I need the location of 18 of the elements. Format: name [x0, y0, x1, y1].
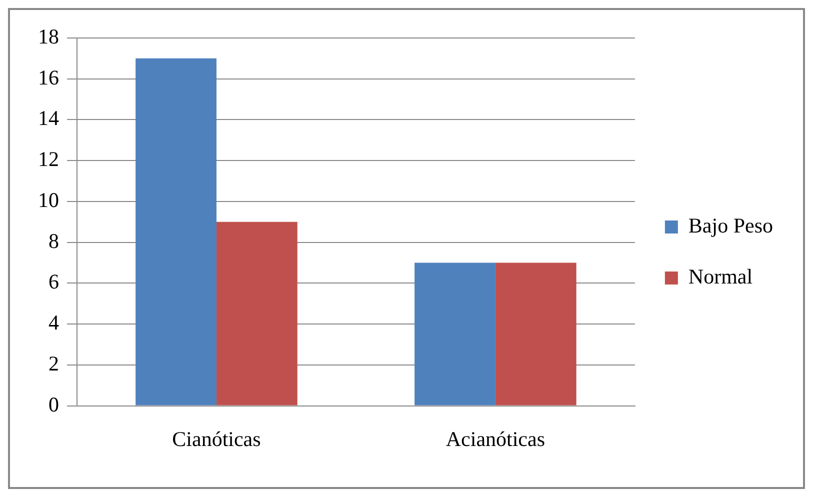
- bar: [495, 262, 576, 406]
- y-tick-label: 10: [38, 188, 59, 212]
- y-tick-label: 14: [38, 106, 60, 130]
- x-tick-label: Cianóticas: [172, 426, 261, 451]
- x-tick-label: Acianóticas: [446, 426, 545, 451]
- bar: [136, 58, 216, 406]
- y-tick-label: 0: [48, 392, 59, 416]
- legend-label: Normal: [688, 264, 753, 289]
- bar: [414, 262, 496, 406]
- y-tick-label: 8: [48, 228, 59, 253]
- y-tick-label: 12: [38, 147, 59, 172]
- y-tick-label: 6: [48, 270, 59, 294]
- legend-label: Bajo Peso: [688, 214, 774, 238]
- y-tick-label: 18: [38, 24, 59, 49]
- bar: [216, 222, 298, 406]
- y-tick-label: 16: [38, 65, 59, 90]
- y-tick-label: 4: [48, 310, 60, 335]
- y-tick-label: 2: [48, 351, 59, 376]
